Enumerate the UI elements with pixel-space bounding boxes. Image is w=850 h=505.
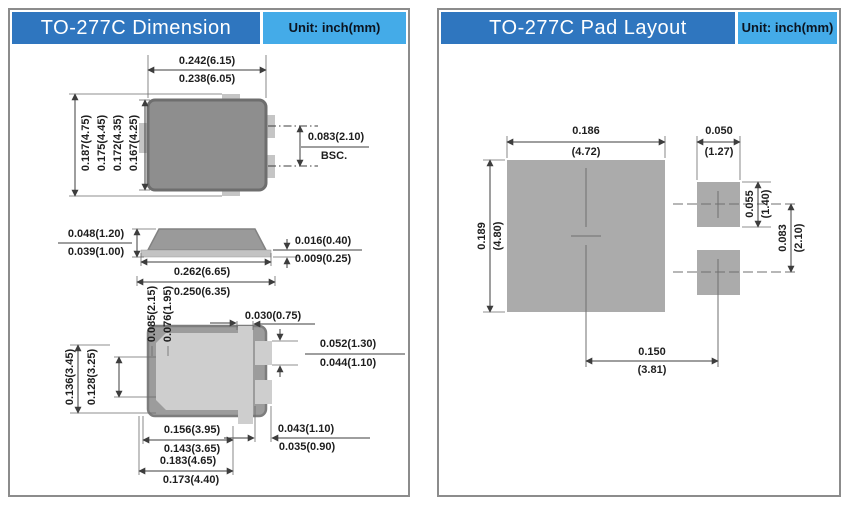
- dimension-panel-title: TO-277C Dimension: [12, 12, 260, 44]
- pad-layout-unit-label: Unit: inch(mm): [738, 12, 837, 44]
- dim-body-width-max: 0.183(4.65): [159, 455, 217, 467]
- dimension-panel-header: TO-277C Dimension Unit: inch(mm): [12, 12, 406, 44]
- dim-terminal-height-max: 0.052(1.30): [319, 338, 377, 350]
- dim-large-pad-width-mm: (4.72): [571, 146, 601, 158]
- dimension-drawing-area: 0.242(6.15) 0.238(6.05) 0.187(4.75) 0.17…: [10, 10, 408, 495]
- dim-large-pad-width-inch: 0.186: [572, 125, 600, 137]
- dim-small-pad-height-mm: (1.40): [760, 189, 772, 219]
- pad-layout: [483, 136, 799, 367]
- pad-layout-drawing-area: 0.186 (4.72) 0.189 (4.80) 0.050 (1.27) 0…: [439, 10, 839, 495]
- pad-layout-panel: TO-277C Pad Layout Unit: inch(mm): [437, 8, 841, 497]
- dim-pad-width-min: 0.143(3.65): [163, 443, 221, 455]
- bottom-view-terminal-upper: [255, 341, 272, 365]
- side-view-lead-frame: [140, 249, 272, 258]
- bottom-view: [70, 319, 405, 475]
- bottom-view-center-tab: [238, 326, 253, 424]
- dim-small-pad-width-mm: (1.27): [704, 146, 734, 158]
- dim-topview-width-max: 0.242(6.15): [178, 55, 236, 67]
- dim-small-pad-width-inch: 0.050: [705, 125, 733, 137]
- dim-pad-center-distance-mm: (3.81): [637, 364, 667, 376]
- dim-topview-height-2: 0.175(4.45): [96, 114, 108, 172]
- pad-layout-panel-header: TO-277C Pad Layout Unit: inch(mm): [441, 12, 837, 44]
- dim-base-width-max: 0.262(6.65): [173, 266, 231, 278]
- dim-pad-width-max: 0.156(3.95): [163, 424, 221, 436]
- dim-pad-pitch-inch: 0.083: [777, 224, 789, 252]
- dim-topview-width-min: 0.238(6.05): [178, 73, 236, 85]
- dim-small-pad-height-inch: 0.055: [744, 190, 756, 218]
- dim-tab-width: 0.030(0.75): [244, 310, 302, 322]
- dim-pad-center-distance-inch: 0.150: [638, 346, 666, 358]
- pad-layout-drawing: [483, 136, 799, 367]
- dim-topview-height-3: 0.172(4.35): [112, 114, 124, 172]
- dim-lead-thickness-max: 0.016(0.40): [294, 235, 352, 247]
- dim-lead-thickness-min: 0.009(0.25): [294, 253, 352, 265]
- dimension-unit-label: Unit: inch(mm): [263, 12, 406, 44]
- dimension-drawing: [58, 55, 405, 475]
- dim-large-pad-height-inch: 0.189: [476, 222, 488, 250]
- bottom-view-terminal-lower: [255, 380, 272, 404]
- dim-pin-pitch: 0.083(2.10): [307, 131, 365, 143]
- dim-pad-inner-height-min: 0.076(1.95): [162, 285, 174, 343]
- bottom-view-large-pad: [156, 333, 238, 410]
- dim-topview-height-1: 0.187(4.75): [80, 114, 92, 172]
- side-view: [58, 228, 362, 286]
- dim-pad-pitch-mm: (2.10): [793, 223, 805, 253]
- dimension-panel: TO-277C Dimension Unit: inch(mm): [8, 8, 410, 497]
- top-view: [69, 55, 369, 197]
- dim-terminal-width-min: 0.035(0.90): [278, 441, 336, 453]
- dim-body-width-min: 0.173(4.40): [162, 474, 220, 486]
- dim-sideview-height-min: 0.039(1.00): [67, 246, 125, 258]
- pad-layout-panel-title: TO-277C Pad Layout: [441, 12, 735, 44]
- dim-terminal-width-max: 0.043(1.10): [277, 423, 335, 435]
- dim-pad-height-max: 0.136(3.45): [64, 348, 76, 406]
- dim-pad-height-min: 0.128(3.25): [86, 348, 98, 406]
- side-view-body: [146, 228, 268, 251]
- dim-topview-height-4: 0.167(4.25): [128, 114, 140, 172]
- dim-pad-inner-height-max: 0.085(2.15): [146, 285, 158, 343]
- top-view-tab-bottom: [222, 188, 240, 196]
- top-view-body: [146, 98, 268, 192]
- dim-large-pad-height-mm: (4.80): [492, 221, 504, 251]
- top-view-tab-top: [222, 94, 240, 102]
- dim-pin-pitch-note: BSC.: [320, 150, 348, 162]
- dim-sideview-height-max: 0.048(1.20): [67, 228, 125, 240]
- dim-base-width-min: 0.250(6.35): [173, 286, 231, 298]
- dim-terminal-height-min: 0.044(1.10): [319, 357, 377, 369]
